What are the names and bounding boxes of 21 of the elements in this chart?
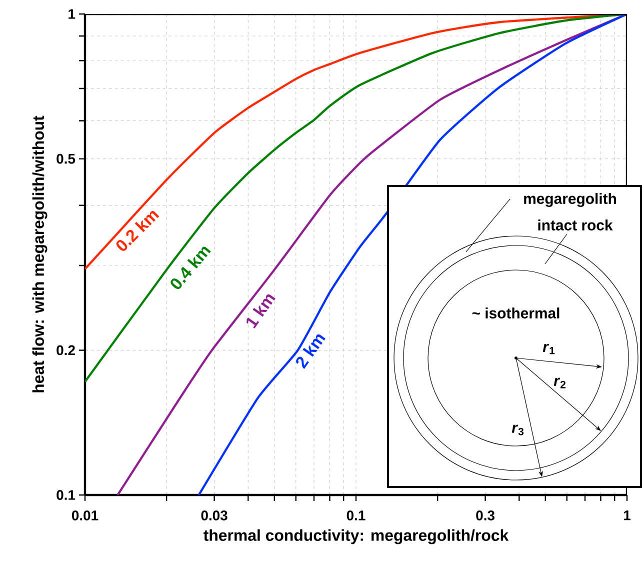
x-tick-label: 0.01 [72, 510, 98, 520]
x-tick-label: 0.03 [201, 510, 228, 520]
x-axis-title: thermal conductivity: megaregolith/rock [204, 529, 509, 544]
annotation: 2 km [296, 334, 326, 369]
annotation: r$_{3}$ [512, 424, 524, 436]
annotation: 1 km [246, 294, 276, 328]
annotation: megaregolith [524, 193, 616, 207]
y-tick-label: 0.5 [56, 154, 76, 164]
annotation: r$_{1}$ [542, 344, 555, 354]
x-tick-label: 1 [624, 510, 630, 520]
y-tick-label: 0.2 [56, 345, 75, 356]
annotation: 0.2 km [116, 211, 160, 251]
annotation: r$_{2}$ [554, 378, 566, 388]
annotation: 0.4 km [170, 246, 211, 289]
y-tick-label: 0.1 [56, 490, 76, 500]
x-tick-label: 0.3 [476, 510, 494, 520]
x-tick-label: 0.1 [346, 510, 366, 520]
y-tick-label: 1 [68, 9, 76, 19]
y-axis-title: heat flow: with megaregolith/without [32, 116, 48, 392]
annotation: ~ isothermal [472, 308, 560, 318]
annotation: intact rock [538, 220, 613, 230]
